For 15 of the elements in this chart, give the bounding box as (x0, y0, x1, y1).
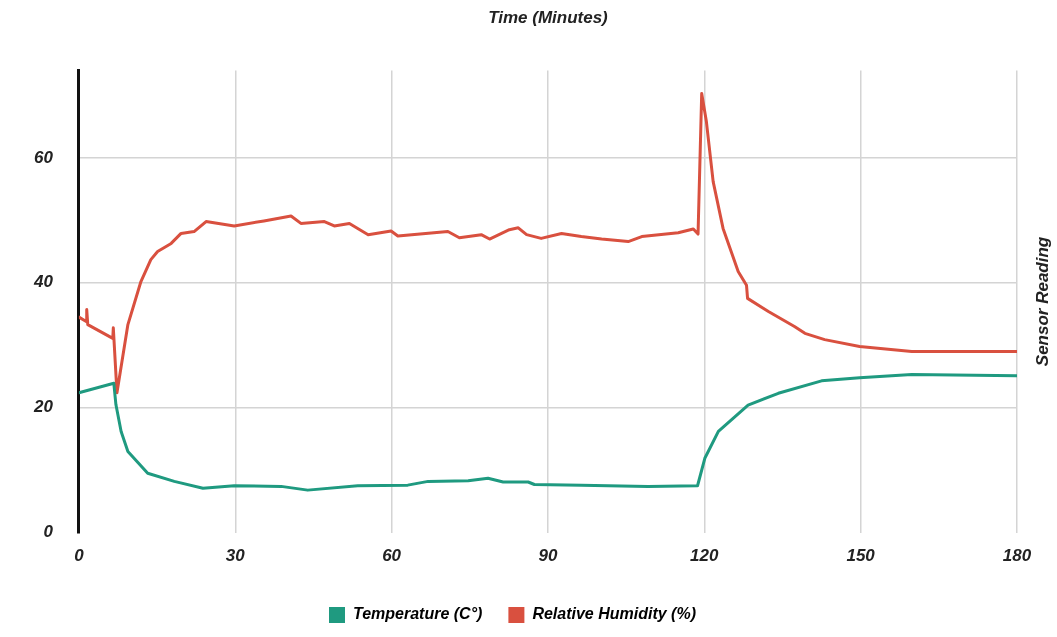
x-tick-label: 60 (382, 546, 402, 566)
y-tick-label: 20 (32, 397, 54, 417)
x-tick-label: 150 (846, 546, 876, 566)
legend-label: Temperature (C°) (353, 605, 483, 623)
x-tick-label: 30 (225, 546, 246, 566)
y-tick-label: 0 (43, 522, 54, 542)
y-tick-label: 60 (33, 147, 54, 167)
y-tick-label: 40 (32, 272, 54, 292)
y-axis-title: Sensor Reading (1032, 236, 1052, 367)
x-axis-title: Time (Minutes) (488, 7, 609, 27)
x-tick-label: 0 (74, 546, 85, 566)
x-tick-label: 120 (690, 546, 720, 566)
x-tick-label: 180 (1002, 546, 1032, 566)
x-tick-label: 90 (538, 546, 558, 566)
legend-label: Relative Humidity (%) (532, 605, 696, 623)
